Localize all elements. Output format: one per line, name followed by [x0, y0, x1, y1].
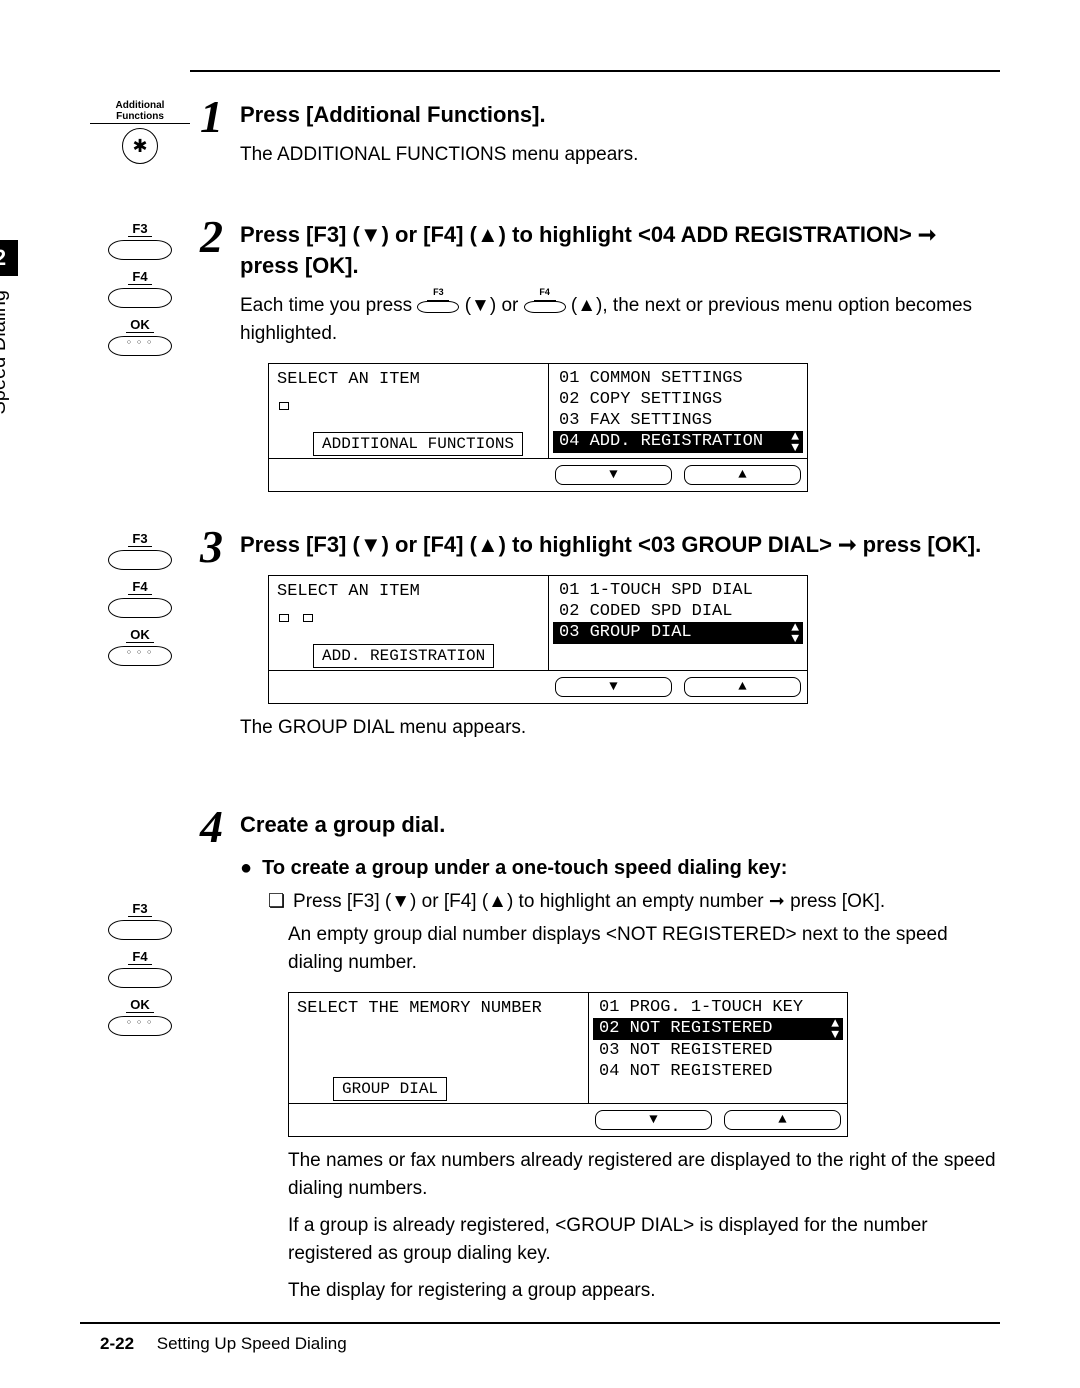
step-1-text: The ADDITIONAL FUNCTIONS menu appears.: [240, 141, 1000, 170]
f3-key-label: F3: [128, 531, 151, 547]
f3-key-label: F3: [128, 901, 151, 917]
additional-functions-key-icon: Additional Functions: [90, 100, 190, 164]
chapter-label: Speed Dialing: [0, 290, 11, 415]
step-4-text-4: The display for registering a group appe…: [288, 1277, 1000, 1306]
breadcrumb-icon: [303, 614, 313, 622]
scroll-arrows-icon: ▲▼: [791, 622, 799, 645]
ok-key-icon: OK: [95, 626, 185, 666]
f4-key-label: F4: [128, 949, 151, 965]
lcd-left-title: SELECT AN ITEM: [277, 370, 540, 389]
nav-up-button: ▲: [684, 677, 801, 697]
ok-key-label: OK: [126, 317, 154, 333]
lcd-left-title: SELECT AN ITEM: [277, 582, 540, 601]
footer-section-title: Setting Up Speed Dialing: [157, 1334, 347, 1353]
breadcrumb-icon: [279, 402, 289, 410]
inline-f4-key-icon: F4: [524, 286, 566, 313]
step-2: F3 F4 OK 2 Press [F3] (▼) or [F4] (▲) to…: [80, 220, 1000, 500]
scroll-arrows-icon: ▲▼: [831, 1018, 839, 1041]
lcd-screen-additional-functions: SELECT AN ITEM ADDITIONAL FUNCTIONS 01 C…: [268, 363, 808, 492]
page-footer: 2-22 Setting Up Speed Dialing: [100, 1334, 347, 1354]
step-4-text-3: If a group is already registered, <GROUP…: [288, 1212, 1000, 1269]
f3-key-icon: F3: [95, 530, 185, 570]
inline-f3-label: F3: [427, 286, 449, 301]
f4-key-icon: F4: [95, 578, 185, 618]
lcd-breadcrumb: GROUP DIAL: [333, 1077, 447, 1101]
step-number-1: 1: [200, 90, 223, 143]
step-2-heading: Press [F3] (▼) or [F4] (▲) to highlight …: [240, 220, 1000, 282]
ok-key-label: OK: [126, 627, 154, 643]
step-4-sub-heading: To create a group under a one-touch spee…: [240, 857, 1000, 880]
lcd-row-highlighted: 02 NOT REGISTERED ▲▼: [593, 1018, 843, 1040]
lcd-breadcrumb: ADDITIONAL FUNCTIONS: [313, 432, 523, 456]
f4-key-icon: F4: [95, 948, 185, 988]
af-key-shape: [122, 128, 158, 164]
step-1-heading: Press [Additional Functions].: [240, 100, 1000, 131]
nav-down-button: ▼: [555, 677, 672, 697]
f4-key-icon: F4: [95, 268, 185, 308]
chapter-tab: 2 Speed Dialing: [0, 240, 18, 415]
lcd-row: 01 1-TOUCH SPD DIAL: [549, 580, 807, 601]
step-3-after-text: The GROUP DIAL menu appears.: [240, 714, 1000, 743]
step-4: F3 F4 OK 4 Create a group dial. To creat…: [80, 810, 1000, 1305]
top-rule: [190, 70, 1000, 72]
lcd-left-title: SELECT THE MEMORY NUMBER: [297, 999, 580, 1018]
inline-f3-key-icon: F3: [417, 286, 459, 313]
step-4-text-1: An empty group dial number displays <NOT…: [288, 921, 1000, 978]
nav-up-button: ▲: [684, 465, 801, 485]
ok-key-label: OK: [126, 997, 154, 1013]
nav-up-button: ▲: [724, 1110, 841, 1130]
lcd-row-text: 02 NOT REGISTERED: [599, 1019, 772, 1038]
f3-key-icon: F3: [95, 220, 185, 260]
f4-key-label: F4: [128, 269, 151, 285]
step-number-4: 4: [200, 800, 223, 853]
lcd-row-text: 03 GROUP DIAL: [559, 623, 692, 642]
lcd-row: 04 NOT REGISTERED: [589, 1061, 847, 1082]
lcd-row-highlighted: 04 ADD. REGISTRATION ▲▼: [553, 431, 803, 453]
step-2-text-b: (▼) or: [465, 295, 524, 316]
f4-key-label: F4: [128, 579, 151, 595]
f3-key-icon: F3: [95, 900, 185, 940]
lcd-row: 02 CODED SPD DIAL: [549, 601, 807, 622]
lcd-row-empty: [549, 644, 807, 665]
step-1: Additional Functions 1 Press [Additional…: [80, 100, 1000, 190]
lcd-screen-add-registration: SELECT AN ITEM ADD. REGISTRATION 01 1-TO…: [268, 575, 808, 704]
step-3-heading: Press [F3] (▼) or [F4] (▲) to highlight …: [240, 530, 1000, 561]
lcd-row: 03 FAX SETTINGS: [549, 410, 807, 431]
lcd-row-text: 04 ADD. REGISTRATION: [559, 432, 763, 451]
scroll-arrows-icon: ▲▼: [791, 431, 799, 454]
step-4-text-2: The names or fax numbers already registe…: [288, 1147, 1000, 1204]
lcd-row: 01 COMMON SETTINGS: [549, 368, 807, 389]
lcd-row: 03 NOT REGISTERED: [589, 1040, 847, 1061]
ok-key-icon: OK: [95, 316, 185, 356]
nav-down-button: ▼: [555, 465, 672, 485]
step-2-text-a: Each time you press: [240, 295, 417, 316]
step-4-sub-step: Press [F3] (▼) or [F4] (▲) to highlight …: [268, 890, 1000, 913]
inline-f4-label: F4: [534, 286, 556, 301]
f3-key-label: F3: [128, 221, 151, 237]
step-4-heading: Create a group dial.: [240, 810, 1000, 841]
lcd-row: 02 COPY SETTINGS: [549, 389, 807, 410]
lcd-breadcrumb: ADD. REGISTRATION: [313, 644, 494, 668]
breadcrumb-icon: [279, 614, 289, 622]
nav-down-button: ▼: [595, 1110, 712, 1130]
lcd-row: 01 PROG. 1-TOUCH KEY: [589, 997, 847, 1018]
lcd-screen-group-dial: SELECT THE MEMORY NUMBER GROUP DIAL 01 P…: [288, 992, 848, 1137]
step-number-3: 3: [200, 520, 223, 573]
lcd-row-highlighted: 03 GROUP DIAL ▲▼: [553, 622, 803, 644]
bottom-rule: [80, 1322, 1000, 1324]
step-2-text: Each time you press F3 (▼) or F4 (▲), th…: [240, 292, 1000, 349]
page-number: 2-22: [100, 1334, 134, 1353]
ok-key-icon: OK: [95, 996, 185, 1036]
step-3: F3 F4 OK 3 Press [F3] (▼) or [F4] (▲) to…: [80, 530, 1000, 780]
step-number-2: 2: [200, 210, 223, 263]
chapter-number: 2: [0, 240, 18, 276]
af-key-label: Additional Functions: [90, 100, 190, 124]
